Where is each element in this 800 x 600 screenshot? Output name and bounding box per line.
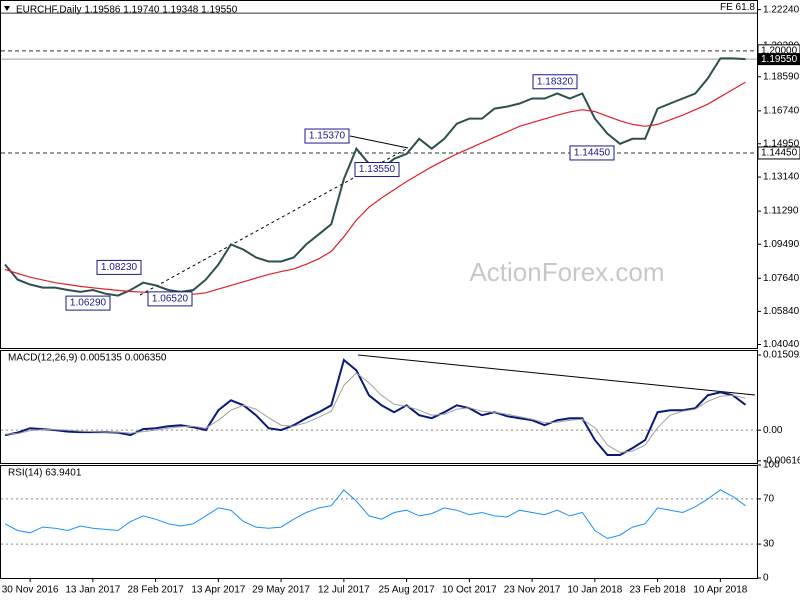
y-tick-label: 0.00 bbox=[763, 425, 783, 436]
series-line bbox=[4, 81, 746, 295]
title-icon bbox=[4, 6, 10, 11]
y-tick-label: 1.11290 bbox=[763, 206, 799, 217]
x-tick-label: 13 Jan 2017 bbox=[65, 585, 120, 596]
y-tick-label: 1.14950 bbox=[763, 138, 800, 149]
y-tick-label: 1.13140 bbox=[763, 172, 800, 183]
annotation-box bbox=[96, 259, 142, 275]
y-tick-label: 1.22240 bbox=[763, 4, 800, 15]
annotation-box bbox=[304, 128, 350, 144]
x-tick-label: 25 Aug 2017 bbox=[379, 585, 436, 596]
x-tick-label: 28 Feb 2017 bbox=[128, 585, 185, 596]
x-tick-label: 10 Oct 2017 bbox=[442, 585, 497, 596]
y-tick-label: 1.05840 bbox=[763, 306, 800, 317]
level-tag-label: 1.20000 bbox=[761, 45, 798, 56]
annotation-label: 1.08230 bbox=[101, 262, 138, 273]
annotation-label: 1.13550 bbox=[359, 164, 396, 175]
y-tick-label: 70 bbox=[763, 494, 775, 505]
y-tick-label: 1.16740 bbox=[763, 105, 800, 116]
annotation-box bbox=[354, 162, 400, 178]
x-tick-label: 12 Jul 2017 bbox=[318, 585, 370, 596]
x-tick-label: 13 Apr 2017 bbox=[191, 585, 245, 596]
y-tick-label: 1.09490 bbox=[763, 239, 800, 250]
annotation-label: 1.14450 bbox=[574, 148, 611, 159]
rsi-panel bbox=[0, 465, 758, 579]
macd-title: MACD(12,26,9) 0.005135 0.006350 bbox=[8, 353, 167, 364]
series-line bbox=[4, 489, 746, 540]
series-line bbox=[4, 372, 746, 454]
watermark: ActionForex.com bbox=[469, 257, 664, 287]
level-tag bbox=[757, 146, 800, 160]
y-tick-label: 100 bbox=[763, 460, 780, 471]
y-tick-label: 0 bbox=[763, 573, 769, 584]
y-tick-label: 30 bbox=[763, 539, 775, 550]
trend-line bbox=[357, 354, 756, 396]
annotation-label: 1.15370 bbox=[309, 131, 346, 142]
price-panel bbox=[0, 0, 758, 349]
level-tag-label: 1.14450 bbox=[761, 148, 798, 159]
x-tick-label: 29 May 2017 bbox=[252, 585, 310, 596]
x-tick-label: 30 Nov 2016 bbox=[2, 585, 59, 596]
x-tick-label: 10 Jan 2018 bbox=[567, 585, 622, 596]
x-tick-label: 10 Apr 2018 bbox=[693, 585, 747, 596]
y-tick-label: 1.04040 bbox=[763, 339, 800, 350]
annotation-box bbox=[532, 74, 578, 90]
rsi-title: RSI(14) 63.9401 bbox=[8, 468, 82, 479]
y-tick-label: 0.015092 bbox=[763, 350, 800, 361]
annotation-label: 1.06520 bbox=[152, 294, 189, 305]
x-tick-label: 23 Feb 2018 bbox=[630, 585, 687, 596]
chart-title: EURCHF,Daily 1.19586 1.19740 1.19348 1.1… bbox=[16, 5, 238, 16]
series-line bbox=[4, 358, 747, 456]
annotation-box bbox=[65, 295, 111, 311]
price-tag bbox=[758, 53, 800, 66]
annotation-box bbox=[147, 291, 193, 307]
y-tick-label: -0.006163 bbox=[763, 455, 800, 466]
y-tick-label: 1.18590 bbox=[763, 71, 800, 82]
trend-line bbox=[349, 135, 409, 149]
level-label: FE 61.8 bbox=[720, 2, 755, 13]
macd-panel bbox=[0, 350, 758, 464]
y-tick-label: 1.07640 bbox=[763, 273, 800, 284]
annotation-box bbox=[569, 145, 615, 161]
annotation-label: 1.18320 bbox=[537, 76, 574, 87]
annotation-label: 1.06290 bbox=[70, 298, 107, 309]
x-tick-label: 23 Nov 2017 bbox=[504, 585, 561, 596]
price-tag-label: 1.19550 bbox=[761, 54, 798, 65]
